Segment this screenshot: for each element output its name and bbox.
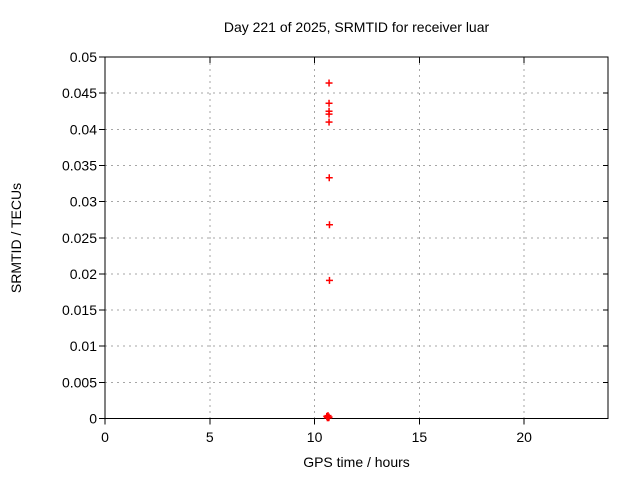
- y-tick-label: 0.01: [70, 338, 97, 354]
- y-tick-label: 0.03: [70, 194, 97, 210]
- y-tick-label: 0.05: [70, 49, 97, 65]
- data-point-plus-marker: [325, 221, 333, 229]
- y-tick-label: 0.02: [70, 266, 97, 282]
- chart-title: Day 221 of 2025, SRMTID for receiver lua…: [223, 19, 490, 35]
- data-point-plus-marker: [325, 110, 333, 118]
- data-point-plus-marker: [325, 174, 333, 182]
- plot-border: [104, 56, 609, 419]
- y-tick-label: 0.035: [62, 157, 97, 173]
- y-tick-label: 0.005: [62, 374, 97, 390]
- y-tick-label: 0.04: [70, 121, 97, 137]
- y-tick-label: 0.045: [62, 85, 97, 101]
- data-point-plus-marker: [325, 79, 333, 87]
- data-points: [323, 79, 333, 422]
- y-tick-label: 0.015: [62, 302, 97, 318]
- tick-labels: 0 5 10 15 20 0 0.005 0.01 0.015 0.02 0.025 0.03 0.03…: [62, 49, 532, 445]
- axes-border-and-ticks: [99, 56, 609, 425]
- data-point-plus-marker: [325, 276, 333, 284]
- x-tick-label: 20: [516, 429, 532, 445]
- x-tick-label: 15: [412, 429, 428, 445]
- x-tick-label: 0: [101, 429, 109, 445]
- y-axis-label: SRMTID / TECUs: [8, 182, 24, 294]
- data-point-plus-marker: [325, 118, 333, 126]
- x-tick-label: 5: [206, 429, 214, 445]
- x-axis-label: GPS time / hours: [303, 454, 410, 470]
- data-point-plus-marker: [325, 99, 333, 107]
- data-point-plus-marker: [325, 413, 333, 421]
- grid-lines: [105, 57, 608, 419]
- y-tick-label: 0: [89, 411, 97, 427]
- y-tick-label: 0.025: [62, 230, 97, 246]
- x-tick-label: 10: [307, 429, 323, 445]
